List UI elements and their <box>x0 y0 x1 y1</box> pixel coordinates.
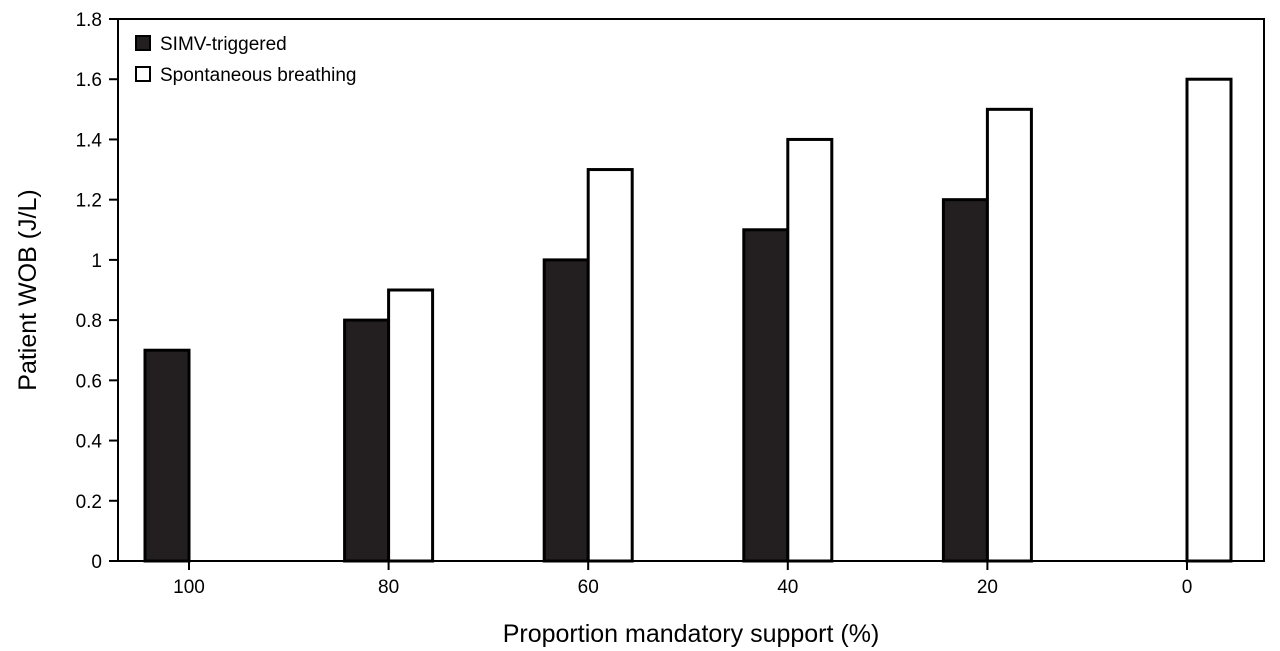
bar-spontaneous-breathing <box>1185 77 1233 563</box>
y-tick-label: 1.2 <box>76 191 102 212</box>
bar-simv-triggered <box>143 348 191 563</box>
x-axis-title: Proportion mandatory support (%) <box>503 620 880 648</box>
legend-swatch <box>135 66 151 82</box>
x-tick-label: 80 <box>378 577 399 598</box>
x-tick-label: 40 <box>777 577 798 598</box>
x-tick-label: 60 <box>578 577 599 598</box>
x-tick-label: 0 <box>1182 577 1193 598</box>
y-axis-ticks: 0 0.2 0.4 0.6 0.8 1 1.2 1.4 1.6 1.8 <box>76 10 118 573</box>
bar-simv-triggered <box>542 258 590 563</box>
bar-simv-triggered <box>941 198 989 563</box>
y-tick-label: 0.6 <box>76 371 102 392</box>
legend-label: Spontaneous breathing <box>160 65 357 86</box>
legend-label: SIMV-triggered <box>160 34 287 55</box>
x-tick-label: 100 <box>173 577 205 598</box>
y-axis-title: Patient WOB (J/L) <box>14 189 42 390</box>
plot-frame <box>117 18 1265 562</box>
legend: SIMV-triggered Spontaneous breathing <box>135 34 357 86</box>
x-tick-label: 20 <box>977 577 998 598</box>
bar-spontaneous-breathing <box>387 288 435 563</box>
y-tick-label: 1.8 <box>76 10 102 31</box>
y-tick-label: 1.4 <box>76 130 103 151</box>
x-axis-ticks: 100 80 60 40 20 0 <box>173 561 1192 598</box>
y-tick-label: 1.6 <box>76 70 102 91</box>
bar-simv-triggered <box>742 228 790 563</box>
y-tick-label: 0.4 <box>76 432 103 453</box>
y-tick-label: 1 <box>91 251 102 272</box>
bar-spontaneous-breathing <box>985 107 1033 563</box>
y-tick-label: 0.8 <box>76 311 102 332</box>
y-tick-label: 0.2 <box>76 492 102 513</box>
bar-spontaneous-breathing <box>586 168 634 563</box>
y-tick-label: 0 <box>91 552 102 573</box>
bar-simv-triggered <box>343 318 391 563</box>
bar-spontaneous-breathing <box>786 137 834 563</box>
legend-swatch <box>135 35 151 51</box>
bars <box>143 77 1233 563</box>
